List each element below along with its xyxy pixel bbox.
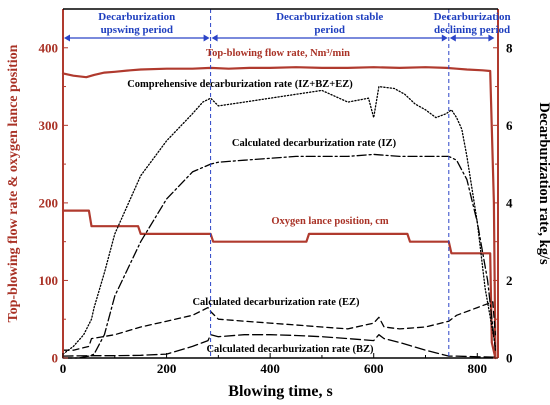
annotation-calculated-decarburization-rate-bz: Calculated decarburization rate (BZ)	[206, 344, 374, 355]
left-y-tick-label: 400	[39, 40, 59, 55]
period-arrow-head-left	[64, 34, 70, 42]
annotation-top-blowing-flow-rate-nm-min: Top-blowing flow rate, Nm³/min	[206, 48, 350, 59]
left-y-tick-label: 200	[39, 195, 59, 210]
series-line-comprehensive-decarburization-rate-iz-bz-ez	[62, 85, 497, 355]
series-line-calculated-decarburization-rate-ez	[62, 301, 497, 351]
x-tick-label: 200	[157, 361, 177, 376]
period-label-line1: Decarburization stable	[276, 11, 383, 23]
period-divider-lines	[210, 9, 450, 358]
period-arrow-head-left	[211, 34, 218, 42]
left-y-tick-label: 100	[39, 273, 59, 288]
annotation-calculated-decarburization-rate-ez: Calculated decarburization rate (EZ)	[192, 297, 360, 308]
series-annotations: Top-blowing flow rate, Nm³/min Comprehens…	[127, 48, 396, 355]
annotation-calculated-decarburization-rate-iz: Calculated decarburization rate (IZ)	[232, 138, 397, 149]
period-arrow-head-left	[449, 34, 456, 42]
axis-ticks: 0 200 400 600 800 0 100 200 300 400 0 2 4 6 8	[39, 40, 514, 376]
period-arrow-head-right	[488, 34, 495, 42]
right-y-axis-title: Decarburization rate, kg/s	[536, 102, 550, 265]
left-y-tick-label: 0	[52, 351, 59, 366]
period-label-line2: upswing period	[101, 24, 173, 36]
x-axis-title: Blowing time, s	[228, 383, 332, 400]
right-y-tick-label: 6	[506, 118, 513, 133]
period-label-line1: Decarburization	[434, 11, 511, 23]
x-tick-label: 400	[260, 361, 280, 376]
period-label-line2: period	[314, 24, 345, 36]
series-line-calculated-decarburization-rate-bz	[62, 334, 497, 358]
right-y-tick-label: 2	[506, 273, 513, 288]
x-tick-label: 800	[468, 361, 488, 376]
right-y-tick-label: 4	[506, 195, 513, 210]
series-line-top-blowing-flow-rate-nm-min	[61, 66, 497, 360]
left-y-axis-title: Top-blowing flow rate & oxygen lance pos…	[6, 44, 21, 322]
annotation-comprehensive-decarburization-rate-iz-bz-ez: Comprehensive decarburization rate (IZ+B…	[127, 79, 353, 90]
right-y-tick-label: 0	[506, 351, 513, 366]
right-y-tick-label: 8	[506, 40, 513, 55]
series-line-calculated-decarburization-rate-iz	[62, 153, 497, 359]
annotation-oxygen-lance-position-cm: Oxygen lance position, cm	[271, 216, 389, 227]
period-arrow-head-right	[203, 34, 210, 42]
series-line-oxygen-lance-position-cm	[61, 209, 497, 360]
period-label-line2: declining period	[434, 24, 510, 36]
period-arrow-head-right	[441, 34, 448, 42]
left-y-tick-label: 300	[39, 118, 59, 133]
x-tick-label: 600	[364, 361, 384, 376]
series-layer	[61, 66, 497, 360]
x-tick-label: 0	[60, 361, 67, 376]
period-label-line1: Decarburization	[98, 11, 175, 23]
